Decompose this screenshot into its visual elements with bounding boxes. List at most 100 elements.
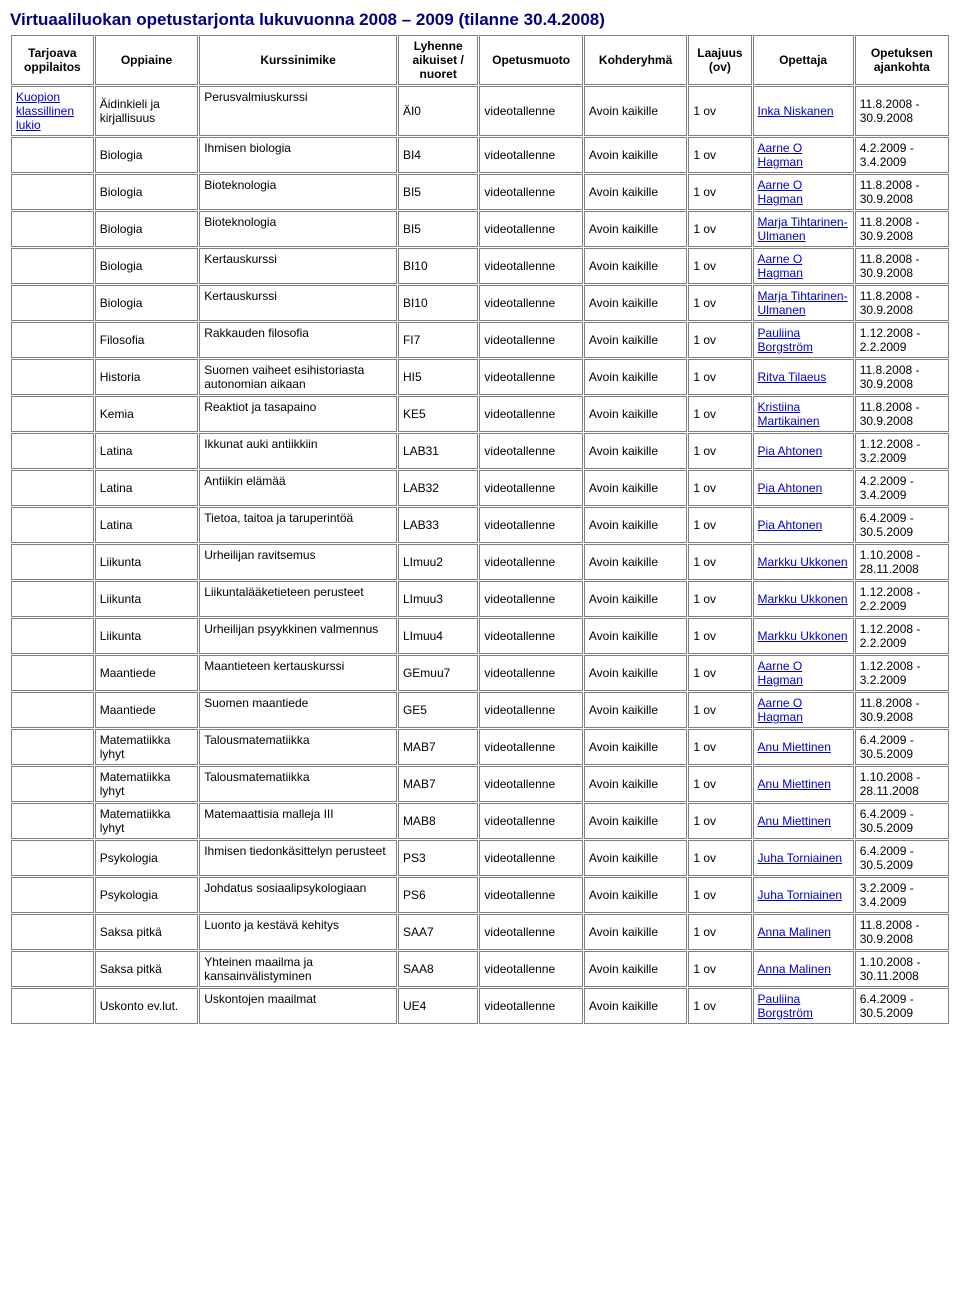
teacher-link[interactable]: Juha Torniainen [758, 851, 843, 865]
teacher-link[interactable]: Anu Miettinen [758, 740, 831, 754]
cell-lyhenne: GEmuu7 [398, 655, 478, 691]
cell-laajuus: 1 ov [688, 433, 751, 469]
cell-kohderyhma: Avoin kaikille [584, 581, 687, 617]
cell-oppilaitos [11, 951, 94, 987]
teacher-link[interactable]: Marja Tihtarinen-Ulmanen [758, 215, 848, 243]
teacher-link[interactable]: Anna Malinen [758, 925, 831, 939]
cell-kurssinimike: Kertauskurssi [199, 285, 397, 321]
cell-oppiaine: Biologia [95, 137, 198, 173]
cell-lyhenne: LAB33 [398, 507, 478, 543]
table-row: BiologiaKertauskurssiBI10videotallenneAv… [11, 248, 949, 284]
teacher-link[interactable]: Aarne O Hagman [758, 252, 803, 280]
cell-kohderyhma: Avoin kaikille [584, 211, 687, 247]
cell-opettaja: Pauliina Borgström [753, 322, 854, 358]
cell-ajankohta: 11.8.2008 - 30.9.2008 [855, 692, 949, 728]
teacher-link[interactable]: Anu Miettinen [758, 814, 831, 828]
cell-opetusmuoto: videotallenne [479, 840, 582, 876]
cell-opettaja: Pauliina Borgström [753, 988, 854, 1024]
teacher-link[interactable]: Markku Ukkonen [758, 555, 848, 569]
teacher-link[interactable]: Aarne O Hagman [758, 141, 803, 169]
cell-lyhenne: LImuu4 [398, 618, 478, 654]
teacher-link[interactable]: Aarne O Hagman [758, 696, 803, 724]
cell-lyhenne: LAB32 [398, 470, 478, 506]
cell-kurssinimike: Ikkunat auki antiikkiin [199, 433, 397, 469]
cell-kurssinimike: Talousmatematiikka [199, 766, 397, 802]
cell-oppilaitos [11, 137, 94, 173]
cell-kurssinimike: Reaktiot ja tasapaino [199, 396, 397, 432]
cell-lyhenne: PS6 [398, 877, 478, 913]
cell-opettaja: Ritva Tilaeus [753, 359, 854, 395]
cell-lyhenne: GE5 [398, 692, 478, 728]
cell-opetusmuoto: videotallenne [479, 766, 582, 802]
cell-laajuus: 1 ov [688, 174, 751, 210]
cell-opettaja: Marja Tihtarinen-Ulmanen [753, 211, 854, 247]
teacher-link[interactable]: Pauliina Borgström [758, 326, 813, 354]
teacher-link[interactable]: Anna Malinen [758, 962, 831, 976]
cell-lyhenne: SAA7 [398, 914, 478, 950]
cell-oppiaine: Latina [95, 470, 198, 506]
cell-kurssinimike: Johdatus sosiaalipsykologiaan [199, 877, 397, 913]
teacher-link[interactable]: Inka Niskanen [758, 104, 834, 118]
cell-ajankohta: 1.12.2008 - 3.2.2009 [855, 433, 949, 469]
cell-ajankohta: 11.8.2008 - 30.9.2008 [855, 914, 949, 950]
cell-oppilaitos [11, 840, 94, 876]
teacher-link[interactable]: Marja Tihtarinen-Ulmanen [758, 289, 848, 317]
cell-laajuus: 1 ov [688, 692, 751, 728]
teacher-link[interactable]: Aarne O Hagman [758, 178, 803, 206]
cell-laajuus: 1 ov [688, 729, 751, 765]
teacher-link[interactable]: Pia Ahtonen [758, 444, 823, 458]
cell-oppiaine: Psykologia [95, 877, 198, 913]
cell-oppilaitos [11, 211, 94, 247]
cell-ajankohta: 11.8.2008 - 30.9.2008 [855, 396, 949, 432]
teacher-link[interactable]: Juha Torniainen [758, 888, 843, 902]
cell-oppiaine: Biologia [95, 211, 198, 247]
teacher-link[interactable]: Aarne O Hagman [758, 659, 803, 687]
cell-oppilaitos [11, 174, 94, 210]
cell-laajuus: 1 ov [688, 544, 751, 580]
cell-opetusmuoto: videotallenne [479, 655, 582, 691]
cell-lyhenne: HI5 [398, 359, 478, 395]
cell-kohderyhma: Avoin kaikille [584, 322, 687, 358]
cell-oppiaine: Maantiede [95, 655, 198, 691]
cell-oppiaine: Filosofia [95, 322, 198, 358]
header-lyhenne: Lyhenne aikuiset / nuoret [398, 35, 478, 85]
cell-kurssinimike: Ihmisen tiedonkäsittelyn perusteet [199, 840, 397, 876]
cell-lyhenne: LAB31 [398, 433, 478, 469]
cell-opettaja: Anna Malinen [753, 951, 854, 987]
teacher-link[interactable]: Markku Ukkonen [758, 629, 848, 643]
teacher-link[interactable]: Ritva Tilaeus [758, 370, 827, 384]
teacher-link[interactable]: Kristiina Martikainen [758, 400, 820, 428]
teacher-link[interactable]: Pia Ahtonen [758, 481, 823, 495]
cell-laajuus: 1 ov [688, 766, 751, 802]
cell-opettaja: Aarne O Hagman [753, 692, 854, 728]
cell-oppiaine: Kemia [95, 396, 198, 432]
teacher-link[interactable]: Pia Ahtonen [758, 518, 823, 532]
institution-link[interactable]: Kuopion klassillinen lukio [16, 90, 74, 132]
header-opetusmuoto: Opetusmuoto [479, 35, 582, 85]
teacher-link[interactable]: Markku Ukkonen [758, 592, 848, 606]
cell-opettaja: Anu Miettinen [753, 729, 854, 765]
cell-opetusmuoto: videotallenne [479, 914, 582, 950]
teacher-link[interactable]: Anu Miettinen [758, 777, 831, 791]
cell-ajankohta: 11.8.2008 - 30.9.2008 [855, 285, 949, 321]
cell-ajankohta: 1.12.2008 - 2.2.2009 [855, 618, 949, 654]
teacher-link[interactable]: Pauliina Borgström [758, 992, 813, 1020]
cell-oppilaitos: Kuopion klassillinen lukio [11, 86, 94, 136]
cell-kohderyhma: Avoin kaikille [584, 433, 687, 469]
table-row: Matematiikka lyhytTalousmatematiikkaMAB7… [11, 729, 949, 765]
cell-oppilaitos [11, 988, 94, 1024]
cell-laajuus: 1 ov [688, 470, 751, 506]
cell-laajuus: 1 ov [688, 507, 751, 543]
cell-opetusmuoto: videotallenne [479, 581, 582, 617]
cell-opetusmuoto: videotallenne [479, 137, 582, 173]
cell-oppiaine: Liikunta [95, 581, 198, 617]
cell-oppiaine: Liikunta [95, 544, 198, 580]
table-row: MaantiedeSuomen maantiedeGE5videotallenn… [11, 692, 949, 728]
cell-lyhenne: FI7 [398, 322, 478, 358]
table-row: Saksa pitkäLuonto ja kestävä kehitysSAA7… [11, 914, 949, 950]
table-row: Uskonto ev.lut.Uskontojen maailmatUE4vid… [11, 988, 949, 1024]
table-row: HistoriaSuomen vaiheet esihistoriasta au… [11, 359, 949, 395]
cell-lyhenne: PS3 [398, 840, 478, 876]
cell-ajankohta: 1.12.2008 - 3.2.2009 [855, 655, 949, 691]
cell-opetusmuoto: videotallenne [479, 803, 582, 839]
